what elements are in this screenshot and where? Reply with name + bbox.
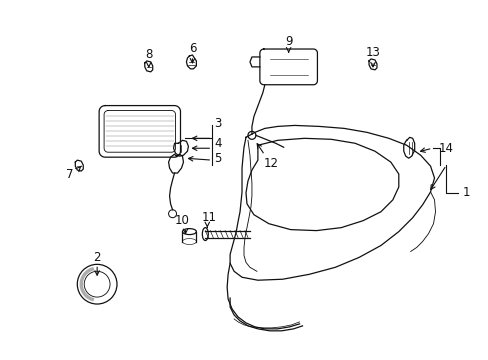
Text: 6: 6 [188, 41, 196, 54]
Text: 11: 11 [202, 211, 216, 224]
Text: 2: 2 [93, 251, 101, 264]
Text: 8: 8 [145, 49, 152, 62]
Text: 9: 9 [285, 35, 292, 48]
Text: 4: 4 [214, 137, 222, 150]
Text: 7: 7 [65, 167, 73, 181]
Text: 12: 12 [263, 157, 278, 170]
Text: 3: 3 [214, 117, 222, 130]
Text: 13: 13 [365, 46, 380, 59]
Text: 10: 10 [175, 214, 189, 227]
Text: 5: 5 [214, 152, 222, 165]
Text: 1: 1 [462, 186, 469, 199]
Text: 14: 14 [438, 142, 453, 155]
